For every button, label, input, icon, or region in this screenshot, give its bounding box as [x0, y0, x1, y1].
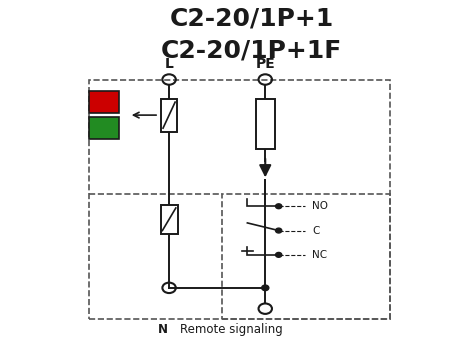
Text: NC: NC [312, 250, 327, 260]
Text: NO: NO [312, 201, 328, 211]
Text: C: C [312, 225, 319, 236]
Circle shape [275, 252, 282, 257]
Bar [89, 91, 119, 113]
Text: L: L [165, 57, 174, 71]
Bar [89, 117, 119, 139]
Circle shape [261, 285, 269, 290]
Bar [161, 204, 178, 234]
Bar [256, 99, 274, 149]
Circle shape [275, 204, 282, 209]
Bar [161, 99, 177, 132]
Text: N: N [158, 323, 167, 336]
Text: C2-20/1P+1: C2-20/1P+1 [170, 7, 334, 31]
Text: C2-20/1P+1F: C2-20/1P+1F [161, 38, 342, 62]
Text: Remote signaling: Remote signaling [180, 323, 283, 336]
Text: PE: PE [256, 57, 275, 71]
Circle shape [275, 228, 282, 233]
